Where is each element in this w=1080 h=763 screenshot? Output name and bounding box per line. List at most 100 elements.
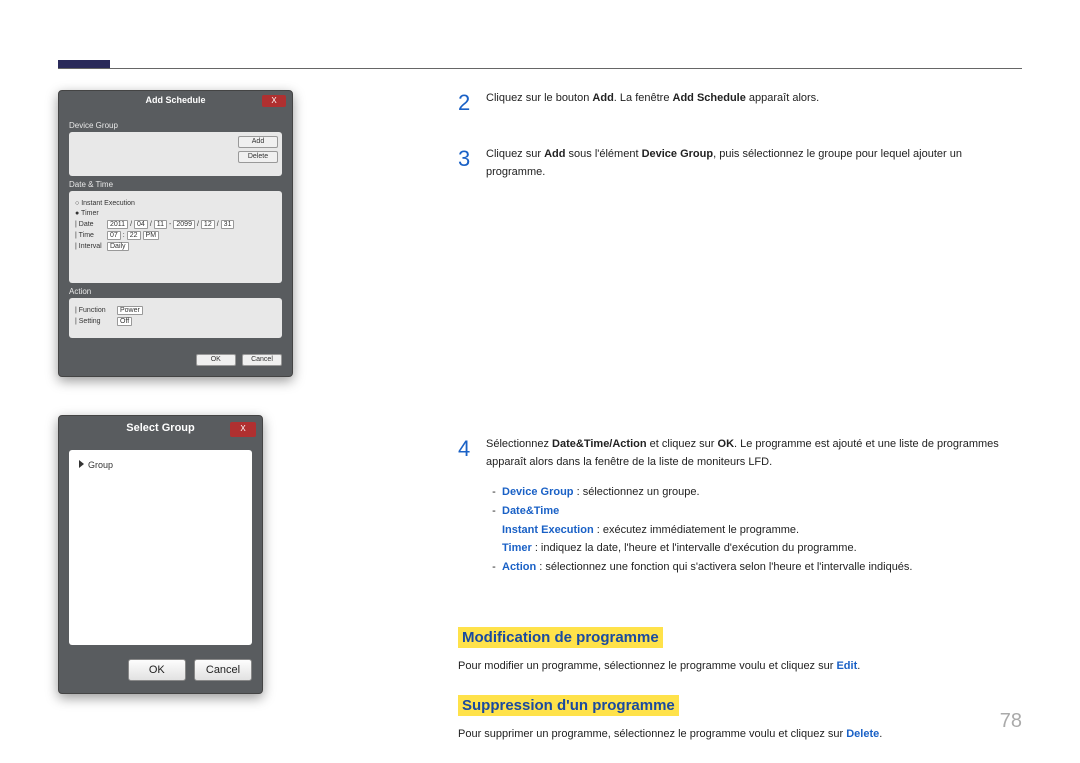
dash: - xyxy=(486,558,502,577)
add-schedule-dialog: Add Schedule X Device Group Add Delete D… xyxy=(58,90,293,377)
bold-term: OK xyxy=(718,438,735,450)
bold-term: Date&Time/Action xyxy=(552,438,647,450)
dash: - xyxy=(486,502,502,521)
time-m[interactable]: 22 xyxy=(127,231,141,240)
section-suppression: Suppression d'un programme Pour supprime… xyxy=(458,675,1022,744)
date-d2[interactable]: 31 xyxy=(221,220,235,229)
subitem-action: - Action : sélectionnez une fonction qui… xyxy=(486,558,1022,577)
right-column: 2 Cliquez sur le bouton Add. La fenêtre … xyxy=(428,90,1022,723)
blue-term: Instant Execution xyxy=(502,524,594,536)
date-label: Date xyxy=(79,221,94,228)
text-fragment: sous l'élément xyxy=(565,148,641,160)
date-m2[interactable]: 12 xyxy=(201,220,215,229)
step-number: 2 xyxy=(458,90,486,116)
action-box: | Function Power | Setting Off xyxy=(69,298,282,338)
device-group-box: Add Delete xyxy=(69,132,282,176)
bold-term: Add Schedule xyxy=(673,92,746,104)
top-rule xyxy=(58,68,1022,69)
dialog-footer: OK Cancel xyxy=(59,348,292,376)
text-fragment: Cliquez sur xyxy=(486,148,544,160)
add-button[interactable]: Add xyxy=(238,136,278,148)
close-icon[interactable]: X xyxy=(262,95,286,107)
dialog-title: Add Schedule xyxy=(59,91,292,109)
cancel-button[interactable]: Cancel xyxy=(194,659,252,681)
date-d1[interactable]: 11 xyxy=(154,220,167,229)
interval-select[interactable]: Daily xyxy=(107,242,129,251)
function-row: | Function Power xyxy=(75,306,276,315)
sublist: - Device Group : sélectionnez un groupe.… xyxy=(486,483,1022,576)
text-fragment: Pour modifier un programme, sélectionnez… xyxy=(458,660,836,672)
interval-label: Interval xyxy=(79,243,102,250)
date-y1[interactable]: 2011 xyxy=(107,220,128,229)
dialog-body: Device Group Add Delete Date & Time ○ In… xyxy=(59,109,292,348)
step-text: Cliquez sur le bouton Add. La fenêtre Ad… xyxy=(486,90,819,116)
text-fragment: . xyxy=(879,728,882,740)
step-number: 3 xyxy=(458,146,486,181)
step-text: Cliquez sur Add sous l'élément Device Gr… xyxy=(486,146,1022,181)
date-sep: - xyxy=(169,221,171,228)
radio-instant-label: Instant Execution xyxy=(81,200,135,207)
radio-timer-label: Timer xyxy=(81,210,99,217)
cancel-button[interactable]: Cancel xyxy=(242,354,282,366)
text-fragment: . La fenêtre xyxy=(614,92,673,104)
dialog-footer: OK Cancel xyxy=(59,655,262,693)
blue-term: Delete xyxy=(846,728,879,740)
ok-button[interactable]: OK xyxy=(196,354,236,366)
left-column: Add Schedule X Device Group Add Delete D… xyxy=(58,90,428,723)
bold-term: Add xyxy=(592,92,613,104)
date-row: | Date 2011/04/11 - 2099/12/31 xyxy=(75,220,276,229)
bold-term: Add xyxy=(544,148,565,160)
section-heading: Modification de programme xyxy=(458,627,663,648)
interval-row: | Interval Daily xyxy=(75,242,276,251)
blue-term: Date&Time xyxy=(502,505,559,517)
setting-select[interactable]: Off xyxy=(117,317,132,326)
text-fragment: Sélectionnez xyxy=(486,438,552,450)
text-fragment: : indiquez la date, l'heure et l'interva… xyxy=(532,542,857,554)
text-fragment: Pour supprimer un programme, sélectionne… xyxy=(458,728,846,740)
step-text: Sélectionnez Date&Time/Action et cliquez… xyxy=(486,436,1022,577)
subitem-device-group: - Device Group : sélectionnez un groupe. xyxy=(486,483,1022,502)
date-m1[interactable]: 04 xyxy=(134,220,148,229)
subitem-instant-exec: Instant Execution : exécutez immédiateme… xyxy=(502,521,1022,540)
datetime-label: Date & Time xyxy=(69,180,282,189)
radio-instant[interactable]: ○ Instant Execution xyxy=(75,200,276,207)
subitem-timer: Timer : indiquez la date, l'heure et l'i… xyxy=(502,539,1022,558)
step-4: 4 Sélectionnez Date&Time/Action et cliqu… xyxy=(458,436,1022,577)
section-text: Pour modifier un programme, sélectionnez… xyxy=(458,658,1022,676)
text-fragment: : sélectionnez une fonction qui s'active… xyxy=(536,561,912,573)
setting-row: | Setting Off xyxy=(75,317,276,326)
function-label: Function xyxy=(79,307,106,314)
time-h[interactable]: 07 xyxy=(107,231,121,240)
ok-button[interactable]: OK xyxy=(128,659,186,681)
text-fragment: : sélectionnez un groupe. xyxy=(574,486,700,498)
dash: - xyxy=(486,483,502,502)
blue-term: Action xyxy=(502,561,536,573)
text-fragment: apparaît alors. xyxy=(746,92,819,104)
time-label: Time xyxy=(79,232,94,239)
setting-label: Setting xyxy=(79,318,101,325)
radio-timer[interactable]: ● Timer xyxy=(75,210,276,217)
text-fragment: et cliquez sur xyxy=(647,438,718,450)
close-icon[interactable]: X xyxy=(230,422,256,437)
group-item[interactable]: Group xyxy=(88,460,113,470)
text-fragment: Cliquez sur le bouton xyxy=(486,92,592,104)
step-number: 4 xyxy=(458,436,486,577)
blue-term: Device Group xyxy=(502,486,574,498)
action-label: Action xyxy=(69,287,282,296)
group-list[interactable]: Group xyxy=(69,450,252,645)
function-select[interactable]: Power xyxy=(117,306,143,315)
delete-button[interactable]: Delete xyxy=(238,151,278,163)
time-ampm[interactable]: PM xyxy=(143,231,160,240)
top-accent-bar xyxy=(58,60,110,68)
step-2: 2 Cliquez sur le bouton Add. La fenêtre … xyxy=(458,90,1022,116)
page-number: 78 xyxy=(1000,710,1022,733)
text-fragment: : exécutez immédiatement le programme. xyxy=(594,524,799,536)
content-area: Add Schedule X Device Group Add Delete D… xyxy=(58,90,1022,723)
date-y2[interactable]: 2099 xyxy=(173,220,195,229)
dialog-body: Group xyxy=(59,440,262,655)
step-3: 3 Cliquez sur Add sous l'élément Device … xyxy=(458,146,1022,181)
datetime-box: ○ Instant Execution ● Timer | Date 2011/… xyxy=(69,191,282,283)
select-group-dialog: Select Group X Group OK Cancel xyxy=(58,415,263,694)
chevron-right-icon xyxy=(79,460,84,468)
device-group-label: Device Group xyxy=(69,121,282,130)
